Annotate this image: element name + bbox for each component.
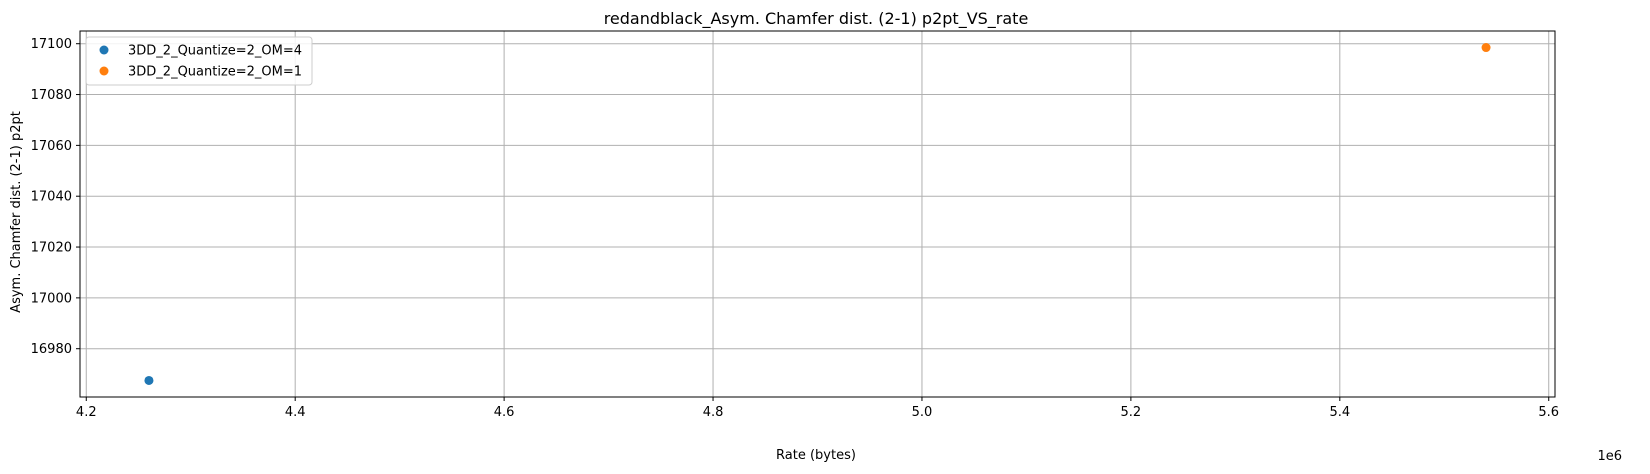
legend-marker <box>99 45 109 55</box>
legend-label: 3DD_2_Quantize=2_OM=1 <box>128 65 302 80</box>
x-tick-label: 4.8 <box>703 405 724 420</box>
x-tick-label: 4.4 <box>285 405 306 420</box>
y-tick-label: 17020 <box>31 241 72 256</box>
y-tick-label: 17100 <box>31 37 72 52</box>
axes: 4.2 4.4 4.6 4.8 5.0 5.2 5.4 5.6 16980 17000 17020 1… <box>31 30 1559 420</box>
x-tick-label: 4.6 <box>494 405 515 420</box>
grid-lines <box>80 31 1555 397</box>
x-tick-label: 5.6 <box>1538 405 1559 420</box>
y-tick-label: 17000 <box>31 291 72 306</box>
legend-box <box>85 36 313 86</box>
y-tick-label: 17080 <box>31 88 72 103</box>
x-offset-text: 1e6 <box>1597 449 1622 464</box>
x-tick-label: 4.2 <box>76 405 97 420</box>
x-tick-label: 5.0 <box>912 405 933 420</box>
y-tick-label: 16980 <box>31 342 72 357</box>
legend: 3DD_2_Quantize=2_OM=4 3DD_2_Quantize=2_OM… <box>85 36 313 86</box>
data-points <box>144 43 1491 385</box>
legend-marker <box>99 66 109 76</box>
y-axis-label: Asym. Chamfer dist. (2-1) p2pt <box>9 111 24 313</box>
chart-title: redandblack_Asym. Chamfer dist. (2-1) p2… <box>604 9 1029 29</box>
y-tick-label: 17060 <box>31 139 72 154</box>
legend-label: 3DD_2_Quantize=2_OM=4 <box>128 44 302 59</box>
data-point <box>144 375 154 385</box>
y-tick-label: 17040 <box>31 190 72 205</box>
plot-frame <box>79 30 1556 398</box>
data-point <box>1481 43 1491 53</box>
x-axis-label: Rate (bytes) <box>776 448 856 463</box>
x-tick-label: 5.2 <box>1121 405 1142 420</box>
x-tick-label: 5.4 <box>1329 405 1350 420</box>
